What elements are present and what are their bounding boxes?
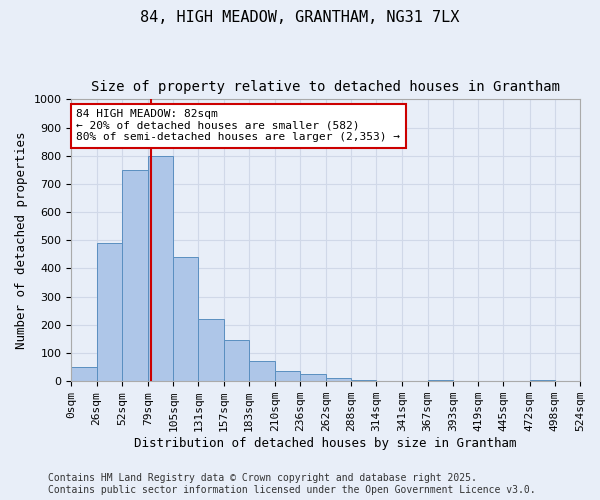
Text: 84, HIGH MEADOW, GRANTHAM, NG31 7LX: 84, HIGH MEADOW, GRANTHAM, NG31 7LX [140, 10, 460, 25]
Bar [97, 243, 122, 381]
Bar [326, 378, 351, 381]
Title: Size of property relative to detached houses in Grantham: Size of property relative to detached ho… [91, 80, 560, 94]
Bar [275, 372, 301, 381]
Bar [122, 170, 148, 381]
Y-axis label: Number of detached properties: Number of detached properties [15, 132, 28, 349]
Text: Contains HM Land Registry data © Crown copyright and database right 2025.
Contai: Contains HM Land Registry data © Crown c… [48, 474, 536, 495]
Bar [71, 367, 97, 381]
Text: 84 HIGH MEADOW: 82sqm
← 20% of detached houses are smaller (582)
80% of semi-det: 84 HIGH MEADOW: 82sqm ← 20% of detached … [76, 109, 400, 142]
Bar [148, 156, 173, 381]
Bar [301, 374, 326, 381]
Bar [173, 257, 199, 381]
Bar [351, 380, 376, 381]
Bar [249, 362, 275, 381]
Bar [530, 380, 555, 381]
Bar [199, 319, 224, 381]
X-axis label: Distribution of detached houses by size in Grantham: Distribution of detached houses by size … [134, 437, 517, 450]
Bar [224, 340, 249, 381]
Bar [428, 380, 453, 381]
